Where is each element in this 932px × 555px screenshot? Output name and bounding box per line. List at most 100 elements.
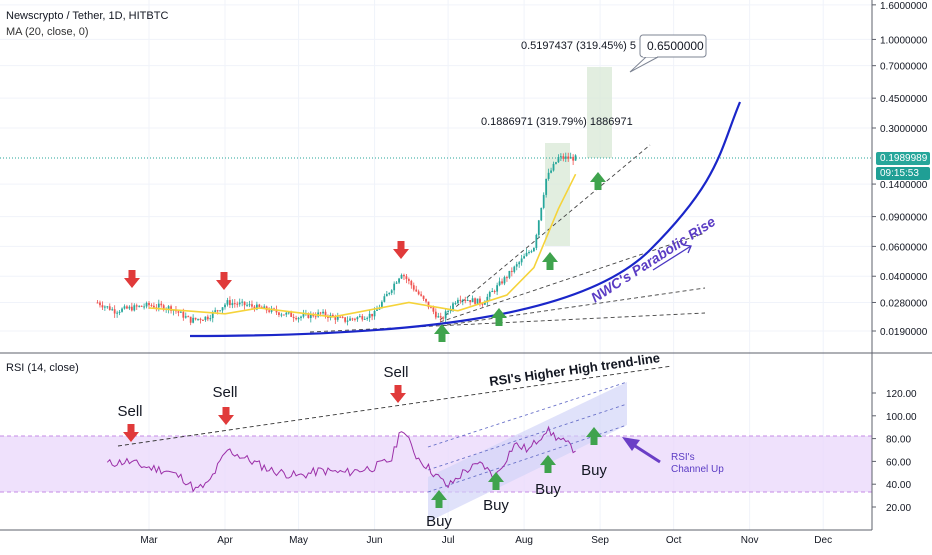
- candle: [520, 254, 523, 266]
- sell-arrow: [216, 272, 232, 290]
- candle: [434, 308, 437, 320]
- candle: [113, 305, 116, 318]
- candle: [336, 312, 339, 322]
- buy-label: Buy: [535, 481, 561, 498]
- candle: [96, 300, 99, 304]
- candle: [214, 307, 217, 314]
- rsi-indicator-label[interactable]: RSI (14, close): [6, 362, 79, 374]
- time-tick-label: Mar: [140, 535, 158, 546]
- candle: [371, 313, 373, 321]
- symbol-title[interactable]: Newscrypto / Tether, 1D, HITBTC: [6, 10, 169, 22]
- price-axis-ticks: 1.6000000 1.0000000 0.7000000 0.4500000 0.30…: [872, 1, 928, 338]
- candle: [143, 303, 145, 310]
- target-callout[interactable]: 0.6500000: [629, 34, 707, 73]
- rsi-channel-upper[interactable]: [427, 381, 628, 448]
- candle: [224, 302, 226, 310]
- rsi-axis-ticks: 120.00 100.00 80.00 60.00 40.00 20.00: [872, 389, 917, 514]
- candle: [567, 152, 570, 162]
- candle: [530, 249, 533, 254]
- candle: [199, 317, 202, 324]
- sell-label: Sell: [383, 364, 408, 381]
- candle: [493, 289, 496, 294]
- rsi-tick-label: 60.00: [886, 457, 911, 468]
- candle: [358, 313, 361, 318]
- price-tick-label: 0.0900000: [880, 213, 928, 224]
- candle: [469, 299, 472, 306]
- candle: [395, 281, 398, 285]
- rsi-tick-label: 120.00: [886, 389, 917, 400]
- candle: [508, 270, 511, 280]
- candle: [295, 315, 297, 321]
- candle: [130, 302, 133, 312]
- rsi-buy-arrows: Buy Buy Buy Buy: [426, 427, 607, 530]
- candle: [246, 302, 248, 307]
- time-tick-label: Aug: [515, 535, 533, 546]
- candle: [128, 305, 131, 311]
- candle: [510, 267, 513, 277]
- candle: [202, 319, 204, 321]
- sell-arrow: [393, 241, 409, 259]
- candle: [116, 310, 119, 318]
- rsi-line: [106, 425, 576, 493]
- candle: [280, 312, 283, 318]
- rsi-channel-mid[interactable]: [427, 403, 628, 471]
- rsi-trendline[interactable]: [117, 365, 673, 447]
- rsi-sell-arrow: [123, 424, 139, 442]
- candle: [471, 295, 474, 303]
- candle: [99, 300, 101, 308]
- candle: [557, 154, 560, 164]
- candle: [248, 300, 251, 308]
- candle: [496, 282, 499, 296]
- rsi-tick-label: 80.00: [886, 435, 911, 446]
- candle: [398, 277, 400, 285]
- candle: [503, 275, 506, 286]
- candle: [361, 313, 364, 322]
- candle: [442, 316, 445, 321]
- ma-indicator-label[interactable]: MA (20, close, 0): [6, 26, 89, 38]
- parabolic-curve[interactable]: [189, 101, 742, 338]
- candle: [197, 318, 199, 321]
- grid-lines: [0, 0, 872, 530]
- candle: [518, 261, 521, 268]
- candle: [407, 277, 410, 285]
- candle: [383, 293, 386, 303]
- candle: [412, 282, 415, 292]
- candle: [160, 300, 163, 308]
- price-tick-label: 1.0000000: [880, 35, 928, 46]
- candle: [140, 305, 143, 307]
- candle: [268, 307, 271, 314]
- candle: [118, 310, 121, 316]
- candle: [545, 178, 548, 198]
- trendline-3[interactable]: [439, 287, 706, 327]
- candle: [150, 303, 153, 307]
- candle: [226, 297, 229, 307]
- candle: [219, 310, 221, 312]
- candle: [533, 247, 535, 252]
- measure-box-upper[interactable]: [587, 67, 612, 158]
- parabolic-arrow: [652, 244, 692, 271]
- candle: [501, 278, 503, 285]
- candle: [103, 305, 106, 311]
- candle: [528, 250, 530, 255]
- candle: [476, 298, 479, 304]
- rsi-buy-arrow: [540, 455, 556, 473]
- candle: [537, 219, 540, 239]
- candle: [513, 265, 516, 274]
- sell-label: Sell: [212, 384, 237, 401]
- candle: [108, 303, 111, 311]
- trendline-1[interactable]: [439, 144, 651, 321]
- countdown-tag: 09:15:53: [876, 167, 930, 180]
- candle: [525, 248, 528, 257]
- buy-label: Buy: [426, 513, 452, 530]
- rsi-tick-label: 40.00: [886, 480, 911, 491]
- price-tick-label: 1.6000000: [880, 1, 928, 12]
- candle: [506, 275, 508, 282]
- price-buy-arrows: [434, 172, 606, 342]
- candle: [278, 311, 280, 318]
- measure-lower-label: 0.1886971 (319.79%) 1886971: [481, 116, 633, 128]
- trendline-2[interactable]: [439, 232, 706, 323]
- price-axis-area[interactable]: [872, 0, 932, 530]
- trendline-4[interactable]: [309, 312, 706, 333]
- price-tick-label: 0.0600000: [880, 242, 928, 253]
